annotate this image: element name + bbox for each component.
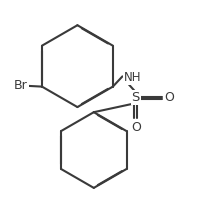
Text: S: S — [132, 91, 140, 104]
Text: Br: Br — [14, 79, 28, 92]
Text: O: O — [164, 91, 174, 104]
Text: O: O — [131, 121, 141, 134]
Text: NH: NH — [123, 71, 141, 84]
